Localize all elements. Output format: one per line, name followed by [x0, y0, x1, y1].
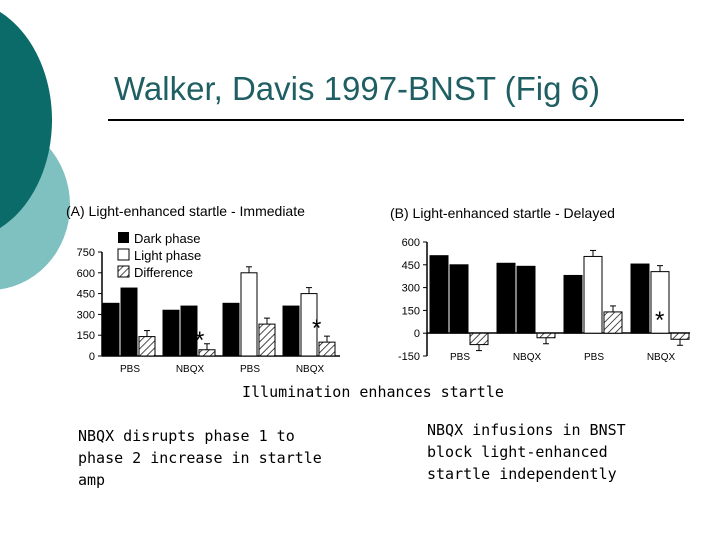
panel-b-title: (B) Light-enhanced startle - Delayed [390, 205, 615, 221]
difference-bar [670, 332, 690, 340]
dark-bar [222, 302, 240, 357]
panel-a-asterisk-2: * [312, 315, 321, 342]
category-label: PBS [120, 364, 140, 375]
legend-dark-swatch [118, 232, 129, 243]
dark-bar [282, 305, 300, 357]
panel-a-title: (A) Light-enhanced startle - Immediate [66, 203, 305, 219]
y-tick-label: 600 [402, 237, 420, 249]
difference-bar [469, 332, 489, 346]
dark-bar [102, 302, 120, 357]
y-tick-label: 0 [89, 351, 95, 363]
panel-b-asterisk: * [655, 307, 664, 334]
dark-bar [496, 262, 516, 334]
difference-bar [258, 323, 276, 357]
legend-light-label: Light phase [134, 248, 201, 263]
dark-bar [180, 305, 198, 357]
difference-bar [603, 311, 623, 334]
y-tick-label: -150 [398, 351, 420, 363]
y-tick-label: 150 [402, 305, 420, 317]
panel-a-asterisk-1: * [195, 327, 204, 354]
dark-bar [516, 265, 536, 334]
y-tick-label: 750 [77, 247, 95, 259]
difference-bar [536, 332, 556, 339]
category-label: PBS [584, 352, 604, 363]
category-label: NBQX [176, 364, 205, 375]
dark-bar [630, 263, 650, 334]
category-label: NBQX [513, 352, 542, 363]
y-tick-label: 0 [414, 328, 420, 340]
y-tick-label: 300 [402, 283, 420, 295]
y-tick-label: 150 [77, 330, 95, 342]
y-tick-label: 450 [402, 260, 420, 272]
y-tick-label: 450 [77, 289, 95, 301]
legend-light-swatch [117, 248, 130, 261]
y-tick-label: 600 [77, 268, 95, 280]
category-label: NBQX [296, 364, 325, 375]
category-label: NBQX [647, 352, 676, 363]
dark-bar [120, 287, 138, 357]
dark-bar [563, 274, 583, 334]
light-bar [583, 255, 603, 334]
note-right: NBQX infusions in BNST block light-enhan… [427, 421, 626, 483]
panel-a: (A) Light-enhanced startle - Immediate 0… [66, 203, 340, 375]
dark-bar [449, 264, 469, 334]
legend-dark-label: Dark phase [134, 231, 200, 246]
panel-b: (B) Light-enhanced startle - Delayed -15… [390, 205, 690, 363]
dark-bar [162, 309, 180, 357]
title-divider [108, 119, 684, 121]
category-label: PBS [450, 352, 470, 363]
light-bar [240, 272, 258, 357]
note-left: NBQX disrupts phase 1 to phase 2 increas… [78, 427, 322, 489]
accent-dark-circle [0, 11, 52, 229]
dark-bar [429, 255, 449, 334]
y-tick-label: 300 [77, 309, 95, 321]
legend-difference-swatch [117, 265, 130, 278]
figure-caption: Illumination enhances startle [242, 383, 504, 401]
difference-bar [318, 341, 336, 357]
difference-bar [138, 336, 156, 357]
legend-difference-label: Difference [134, 265, 193, 280]
slide-title: Walker, Davis 1997-BNST (Fig 6) [114, 70, 600, 107]
category-label: PBS [240, 364, 260, 375]
